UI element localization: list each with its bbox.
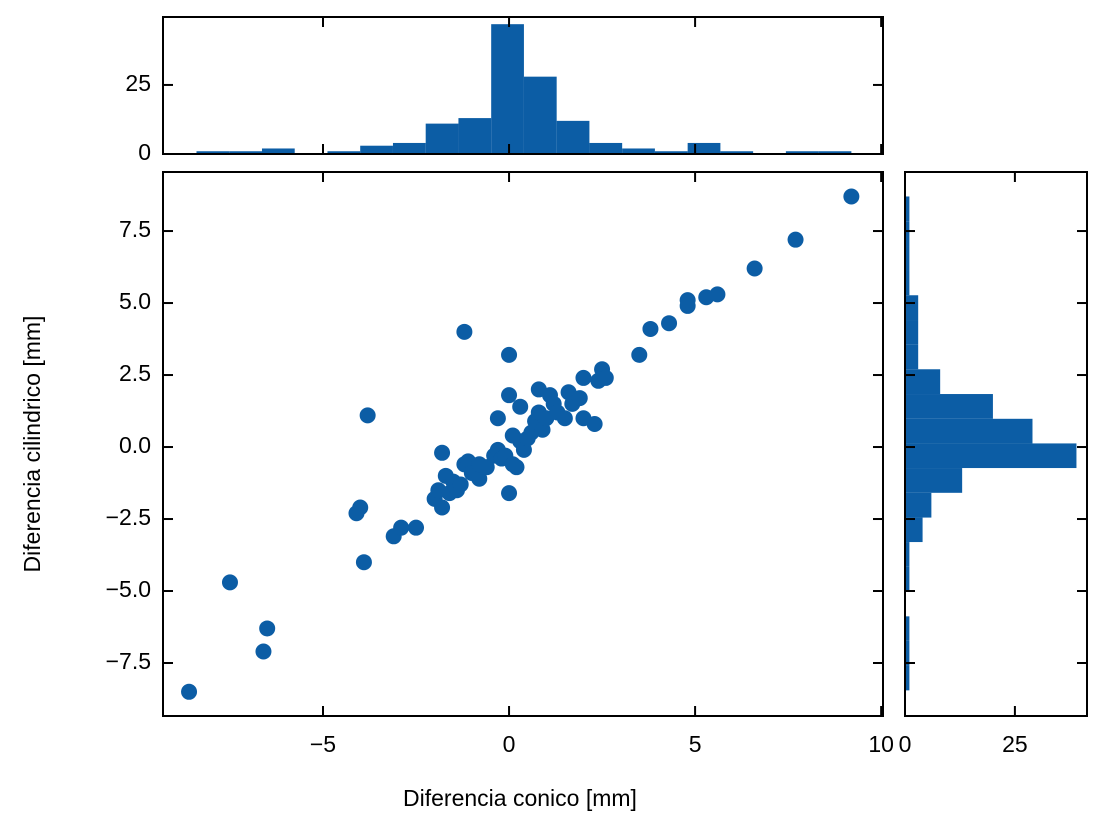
scatter-point [221, 574, 238, 591]
scatter-point [393, 519, 410, 536]
x-tick-label: 5 [689, 731, 702, 757]
y-tick-label: −2.5 [106, 504, 151, 530]
histogram-bar [905, 196, 910, 222]
histogram-bar [556, 120, 590, 154]
y-tick-label: 2.5 [119, 360, 151, 386]
histogram-bar [905, 344, 919, 370]
histogram-bar [905, 443, 1077, 469]
histogram-bar [196, 151, 230, 154]
x-tick-label: 0 [899, 731, 912, 757]
scatter-point [575, 369, 592, 386]
x-tick-label: 10 [868, 731, 894, 757]
scatter-point [631, 346, 648, 363]
histogram-bar [905, 542, 910, 567]
histogram-bar [458, 118, 492, 154]
histogram-bar [905, 616, 910, 641]
histogram-bar [589, 142, 623, 154]
scatter-point [456, 323, 473, 340]
histogram-bar [654, 151, 688, 154]
histogram-bar [905, 418, 1033, 444]
histogram-bar [905, 665, 910, 691]
scatter-point [556, 410, 573, 427]
histogram-bar [327, 151, 361, 154]
scatter-point [709, 286, 726, 303]
scatter-point [661, 315, 678, 332]
y-tick-label: 5.0 [119, 288, 151, 314]
histogram-bar [622, 148, 655, 154]
scatter-point [352, 499, 369, 516]
scatter-point [359, 407, 376, 424]
histogram-bar [905, 369, 941, 395]
scatter-point [408, 519, 425, 536]
scatter-point [259, 620, 276, 637]
histogram-bar [785, 151, 819, 154]
scatter-point [843, 188, 860, 205]
scatter-point [181, 683, 198, 700]
histogram-bar [687, 142, 721, 154]
axes-frame [904, 171, 1088, 717]
histogram-bar [392, 142, 426, 154]
y-tick-label: 7.5 [119, 216, 151, 242]
scatter-point [787, 231, 804, 248]
scatter-point [489, 410, 506, 427]
scatter-point [571, 390, 588, 407]
axes-frame [162, 171, 884, 717]
scatter-point [434, 444, 451, 461]
scatter-point [452, 476, 469, 493]
scatter-point [512, 398, 529, 415]
histogram-bar [905, 394, 993, 419]
y-tick-label: 0 [138, 139, 151, 165]
y-tick-label: 25 [125, 70, 151, 96]
histogram-bar [229, 151, 262, 154]
histogram-bar [905, 468, 963, 493]
histogram-bar [261, 148, 295, 154]
histogram-bar [905, 517, 923, 543]
scatter-point [508, 459, 525, 476]
x-axis-label: Diferencia conico [mm] [403, 785, 637, 811]
y-tick-label: −7.5 [106, 648, 151, 674]
scatter-point [501, 346, 518, 363]
axes-frame [162, 16, 884, 155]
x-tick-label: 25 [1002, 731, 1028, 757]
histogram-bar [905, 320, 919, 345]
scatter-point [586, 415, 603, 432]
x-tick-label: −5 [310, 731, 336, 757]
y-axis-label: Diferencia cilindrico [mm] [19, 316, 45, 573]
y-tick-label: 0.0 [119, 432, 151, 458]
histogram-bar [360, 145, 393, 154]
x-tick-label: 0 [503, 731, 516, 757]
histogram-bar [905, 270, 910, 296]
histogram-bar [720, 151, 754, 154]
scatter-point [501, 485, 518, 502]
histogram-bar [523, 76, 557, 154]
y-tick-label: −5.0 [106, 576, 151, 602]
histogram-bar [905, 640, 910, 666]
scatter-point [501, 387, 518, 404]
histogram-bar [905, 246, 910, 271]
scatter-point [434, 499, 451, 516]
scatter-point [597, 369, 614, 386]
histogram-bar [491, 24, 524, 154]
histogram-bar [905, 295, 919, 321]
scatter-point [478, 459, 495, 476]
histogram-bar [905, 221, 910, 247]
scatter-point [642, 320, 659, 337]
histogram-bar [905, 492, 932, 518]
scatter-point [471, 470, 488, 487]
scatter-point [255, 643, 272, 660]
histogram-bar [425, 123, 459, 154]
scatter-point [355, 554, 372, 571]
scatter-point [679, 292, 696, 309]
histogram-bar [905, 566, 910, 592]
scatter-point [746, 260, 763, 277]
histogram-bar [818, 151, 852, 154]
